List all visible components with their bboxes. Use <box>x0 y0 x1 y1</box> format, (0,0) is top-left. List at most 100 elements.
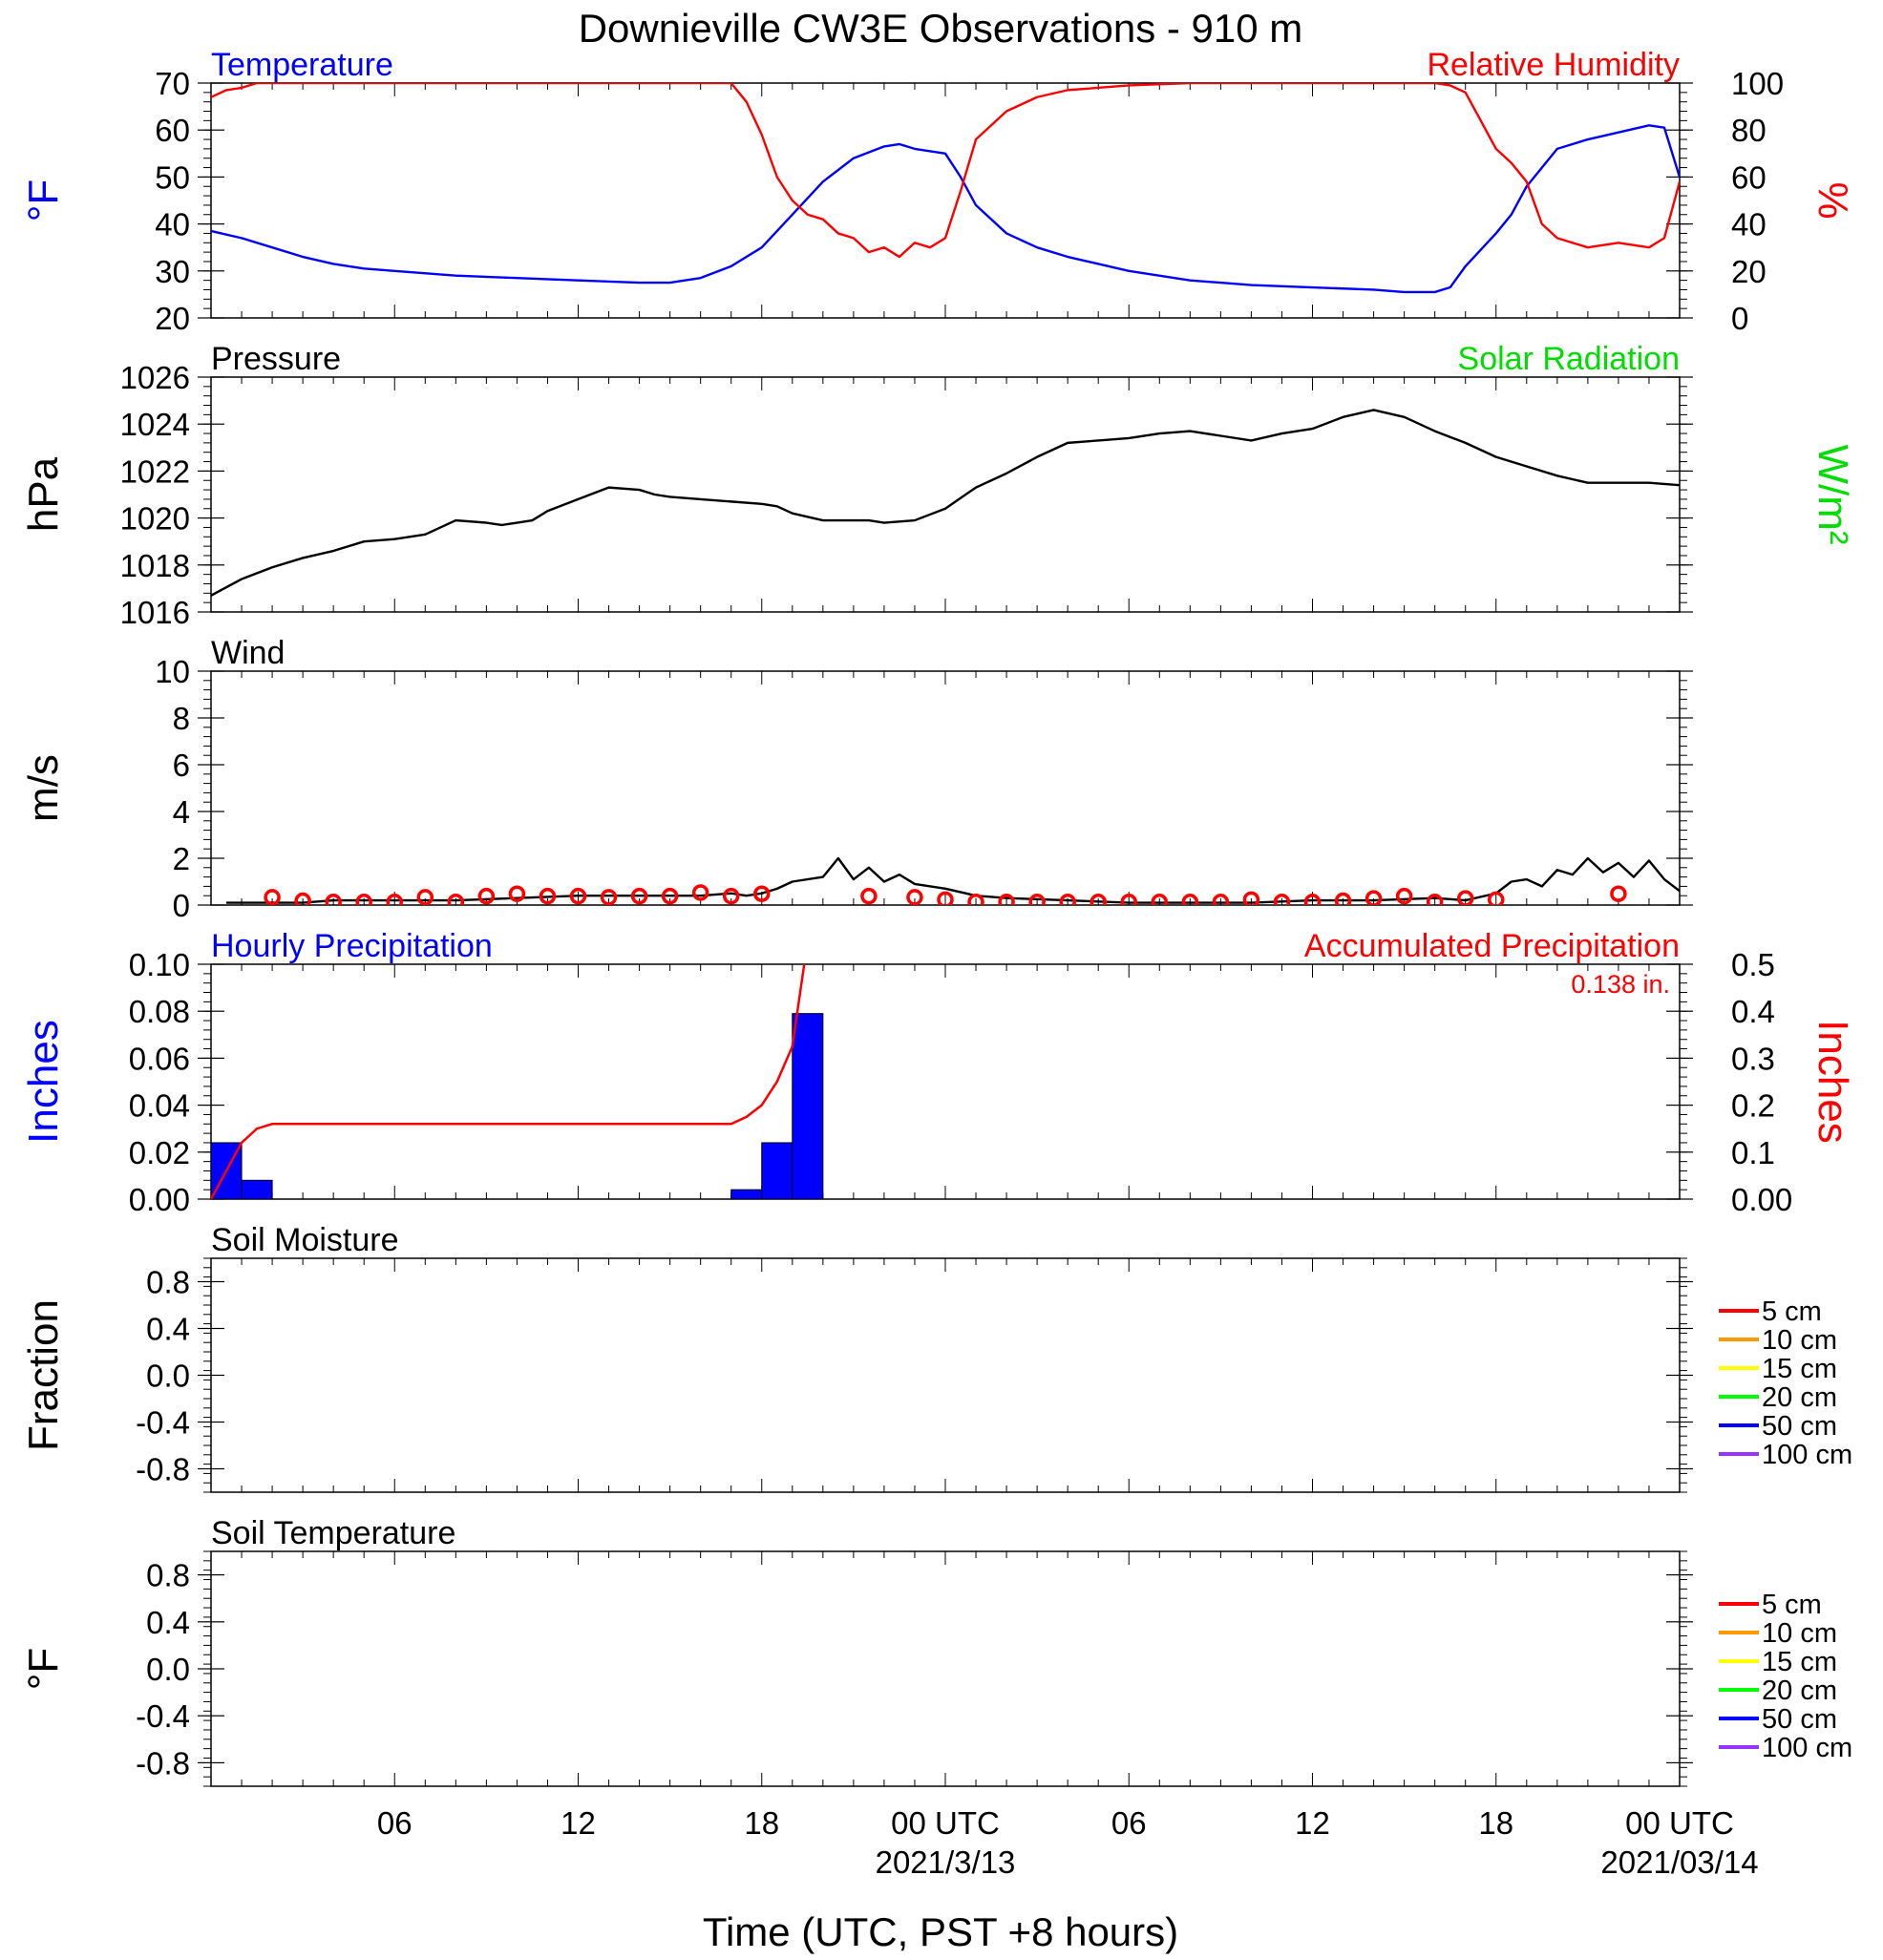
panel-title-right: Relative Humidity <box>1427 47 1680 83</box>
wind-calm-marker <box>1212 894 1230 905</box>
y-tick-label-left: 30 <box>155 254 190 289</box>
wind-calm-marker <box>998 894 1015 905</box>
panel-soil_moisture: -0.8 -0.4 0.0 0.4 0.8 Soil Moisture Fraction 5 … <box>20 1222 1852 1493</box>
wind-calm-marker <box>753 885 771 902</box>
wind-calm-marker <box>1242 891 1260 905</box>
panel-frame <box>210 1550 1681 1787</box>
x-tick-label: 18 <box>744 1805 779 1841</box>
y-tick-label-right: 0.00 <box>1731 1182 1792 1217</box>
panel-frame <box>210 670 1681 906</box>
legend-label: 15 cm <box>1762 1647 1837 1677</box>
wind-calm-marker <box>1151 894 1169 905</box>
x-tick-date-label: 2021/03/14 <box>1600 1844 1758 1880</box>
panel-frame <box>210 82 1681 319</box>
wind-calm-marker <box>1090 894 1107 905</box>
precip-bar <box>761 1142 793 1199</box>
panel-title-left: Wind <box>211 635 285 671</box>
x-tick-label: 00 UTC <box>891 1805 1000 1841</box>
y-axis-label-right: W/m² <box>1809 444 1856 544</box>
y-tick-label-right: 80 <box>1731 113 1767 148</box>
y-tick-label-right: 0.3 <box>1731 1041 1775 1076</box>
legend-label: 15 cm <box>1762 1354 1837 1384</box>
x-tick-label: 06 <box>1111 1805 1147 1841</box>
x-tick-label: 18 <box>1478 1805 1513 1841</box>
wind-calm-marker <box>355 894 372 905</box>
plot-area <box>211 83 1680 294</box>
legend-label: 5 cm <box>1762 1296 1822 1327</box>
y-tick-label-left: 10 <box>155 654 190 689</box>
legend-label: 50 cm <box>1762 1704 1837 1735</box>
y-tick-label-left: 1024 <box>120 407 190 442</box>
y-tick-label-left: -0.4 <box>136 1698 190 1734</box>
y-tick-label-left: 0.0 <box>146 1359 190 1394</box>
wind-calm-marker <box>600 889 618 905</box>
legend-label: 100 cm <box>1762 1733 1852 1763</box>
y-axis-label-right: % <box>1809 181 1856 219</box>
panel-wind: 0 2 4 6 8 10 Wind m/s <box>20 635 1693 923</box>
wind-calm-marker <box>1395 887 1413 905</box>
panel-title-right: Solar Radiation <box>1458 341 1680 377</box>
x-tick-label: 12 <box>1295 1805 1330 1841</box>
series-line-0 <box>211 124 1680 294</box>
wind-calm-marker <box>1028 894 1046 905</box>
y-tick-label-left: 0.4 <box>146 1605 190 1640</box>
plot-area <box>211 964 824 1199</box>
panel-title-left: Hourly Precipitation <box>211 928 493 964</box>
y-tick-label-left: 4 <box>173 794 190 830</box>
y-tick-label-left: -0.4 <box>136 1405 190 1441</box>
y-axis-label-left: °F <box>20 179 67 221</box>
y-tick-label-left: 1018 <box>120 548 190 583</box>
y-tick-label-left: -0.8 <box>136 1745 190 1781</box>
wind-calm-marker <box>416 889 434 905</box>
y-tick-label-left: 1016 <box>120 595 190 630</box>
panel-frame <box>210 1257 1681 1493</box>
wind-calm-marker <box>722 887 740 905</box>
x-axis-title: Time (UTC, PST +8 hours) <box>703 1909 1178 1954</box>
panel-pressure: 1016 1018 1020 1022 1024 1026 Pressure Solar Ra… <box>20 341 1856 630</box>
y-tick-label-right: 0.5 <box>1731 947 1775 982</box>
panel-frame <box>210 963 1681 1200</box>
panel-title-left: Pressure <box>211 341 341 377</box>
y-axis-label-left: °F <box>20 1648 67 1690</box>
y-tick-label-left: 2 <box>173 841 190 876</box>
legend-label: 10 cm <box>1762 1325 1837 1356</box>
x-tick-label: 06 <box>377 1805 413 1841</box>
panel-frame <box>210 376 1681 613</box>
wind-calm-marker <box>569 887 587 905</box>
wind-calm-marker <box>325 894 342 905</box>
y-tick-label-right: 20 <box>1731 254 1767 289</box>
precip-bar <box>730 1189 763 1199</box>
y-tick-label-left: 50 <box>155 159 190 195</box>
wind-calm-marker <box>539 887 557 905</box>
x-tick-label: 00 UTC <box>1625 1805 1734 1841</box>
y-tick-label-left: 0.8 <box>146 1558 190 1593</box>
wind-calm-marker <box>937 891 954 905</box>
y-tick-label-left: 1026 <box>120 360 190 395</box>
accumulated-total: 0.138 in. <box>1571 970 1670 999</box>
y-tick-label-left: 1020 <box>120 501 190 537</box>
y-tick-label-right: 100 <box>1731 66 1784 101</box>
y-tick-label-right: 0.4 <box>1731 994 1775 1029</box>
y-tick-label-right: 0 <box>1731 301 1748 336</box>
wind-calm-marker <box>1059 894 1076 905</box>
wind-calm-marker <box>1181 894 1199 905</box>
y-tick-label-left: 0.04 <box>129 1088 190 1124</box>
wind-calm-marker <box>447 894 465 905</box>
legend-label: 5 cm <box>1762 1590 1822 1620</box>
wind-calm-marker <box>1610 885 1627 902</box>
y-tick-label-left: 60 <box>155 113 190 148</box>
wind-calm-marker <box>906 889 923 905</box>
y-tick-label-right: 0.1 <box>1731 1135 1775 1170</box>
legend-label: 20 cm <box>1762 1675 1837 1706</box>
plot-area <box>211 409 1680 597</box>
wind-calm-marker <box>264 889 281 905</box>
precip-bar <box>792 1013 824 1199</box>
y-tick-label-left: 1022 <box>120 453 190 489</box>
wind-calm-marker <box>1456 890 1474 905</box>
y-tick-label-left: 20 <box>155 301 190 336</box>
series-line-0 <box>211 409 1680 597</box>
